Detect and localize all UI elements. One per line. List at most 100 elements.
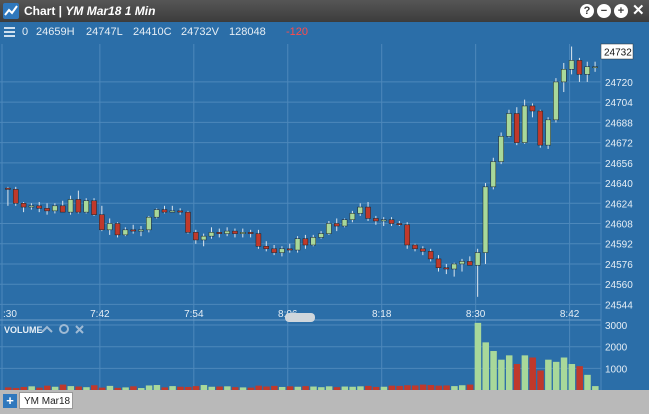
- candle-body: [474, 252, 481, 266]
- chart-area[interactable]: 24720 24704 24688 24672 24656 24640 24624 24608…: [0, 22, 649, 390]
- candle-body: [193, 232, 199, 241]
- candle-body: [130, 229, 136, 232]
- symbol-tab[interactable]: YM Mar18: [19, 392, 73, 409]
- volume-bar: [333, 387, 341, 390]
- window-title-instrument: YM Mar18 1 Min: [65, 4, 156, 18]
- volume-bar: [231, 387, 239, 390]
- volume-bar: [192, 386, 200, 390]
- price-chart[interactable]: 24720 24704 24688 24672 24656 24640 24624 24608…: [0, 22, 649, 390]
- menu-icon[interactable]: [4, 27, 15, 37]
- volume-bar: [435, 385, 443, 390]
- candle-body: [99, 214, 105, 231]
- volume-bar: [67, 386, 75, 390]
- volume-bar: [380, 386, 388, 390]
- candle-body: [365, 206, 371, 219]
- volume-bar: [490, 351, 497, 390]
- volume-bar: [83, 387, 90, 390]
- panel-resize-handle[interactable]: [285, 313, 315, 322]
- ohlc-open: 0: [22, 26, 28, 38]
- candle-body: [396, 223, 403, 226]
- candle-body: [5, 187, 11, 190]
- candle-body: [380, 219, 387, 222]
- price-tick-label: 24688: [605, 118, 633, 129]
- volume-bar: [318, 387, 325, 390]
- candle-body: [28, 205, 35, 208]
- volume-bar: [568, 364, 576, 390]
- candle-body: [576, 60, 583, 75]
- candle-body: [521, 105, 528, 143]
- candle-body: [467, 261, 473, 266]
- minimize-button[interactable]: −: [597, 4, 611, 18]
- volume-bar: [404, 385, 411, 390]
- candle-body: [287, 248, 293, 251]
- last-price-label: 24732: [604, 48, 632, 59]
- add-tab-button[interactable]: +: [3, 394, 17, 408]
- volume-bar: [372, 386, 380, 390]
- candle-body: [224, 230, 230, 234]
- candle-body: [67, 199, 74, 213]
- ohlc-low: 24747L: [86, 26, 123, 38]
- price-tick-label: 24720: [605, 78, 633, 89]
- volume-bar: [349, 386, 356, 390]
- volume-bar: [537, 370, 544, 390]
- chart-grid: [0, 44, 602, 390]
- maximize-button[interactable]: +: [614, 4, 628, 18]
- volume-bar: [529, 357, 536, 390]
- close-button[interactable]: ✕: [632, 2, 645, 19]
- volume-bar: [263, 386, 270, 390]
- candle-body: [263, 246, 270, 250]
- candle-body: [185, 211, 191, 233]
- collapse-icon[interactable]: [41, 325, 53, 333]
- volume-bar: [592, 386, 599, 390]
- volume-bar: [498, 359, 505, 390]
- volume-bar: [145, 385, 153, 390]
- window-title-main: Chart |: [24, 4, 63, 18]
- volume-bar: [75, 386, 82, 390]
- price-tick-label: 24672: [605, 139, 633, 150]
- volume-bar: [4, 387, 12, 390]
- volume-axis: 3000 2000 1000: [605, 321, 628, 375]
- candle-body: [459, 261, 465, 265]
- volume-bar: [271, 385, 278, 390]
- volume-bar: [286, 386, 294, 390]
- candle-body: [333, 223, 340, 227]
- candle-body: [247, 232, 254, 234]
- volume-bar: [161, 387, 168, 390]
- volume-bar: [130, 386, 137, 390]
- candle-body: [177, 210, 183, 213]
- volume-bar: [91, 385, 98, 390]
- candle-body: [294, 238, 301, 251]
- volume-bar: [310, 386, 317, 390]
- price-tick-label: 24704: [605, 98, 633, 109]
- candle-body: [59, 205, 66, 213]
- volume-bar: [388, 385, 396, 390]
- volume-bar: [294, 386, 302, 390]
- volume-bar: [247, 387, 255, 390]
- candle-body: [216, 232, 223, 234]
- candle-body: [443, 267, 450, 270]
- volume-bar: [419, 384, 427, 390]
- price-axis: 24720 24704 24688 24672 24656 24640 24624 24608…: [605, 78, 633, 311]
- candle-body: [490, 161, 497, 188]
- price-tick-label: 24624: [605, 199, 633, 210]
- volume-bar: [208, 386, 215, 390]
- candle-body: [36, 205, 42, 209]
- volume-bar: [466, 384, 474, 390]
- candle-body: [208, 232, 215, 237]
- volume-bar: [216, 386, 223, 390]
- candle-body: [341, 219, 348, 227]
- volume-bar: [458, 385, 466, 390]
- volume-bar: [396, 385, 403, 390]
- volume-label: VOLUME: [4, 325, 43, 335]
- help-button[interactable]: ?: [580, 4, 594, 18]
- settings-gear-icon[interactable]: [59, 324, 69, 334]
- candle-body: [12, 189, 19, 204]
- time-tick-label: 7:42: [90, 309, 110, 320]
- candle-body: [146, 216, 152, 231]
- volume-bar: [427, 385, 435, 390]
- close-study-icon[interactable]: [75, 325, 84, 334]
- candle-body: [279, 248, 285, 253]
- volume-bar: [224, 386, 231, 390]
- candle-body: [357, 206, 363, 214]
- title-bar: Chart | YM Mar18 1 Min ? − + ✕: [0, 0, 649, 22]
